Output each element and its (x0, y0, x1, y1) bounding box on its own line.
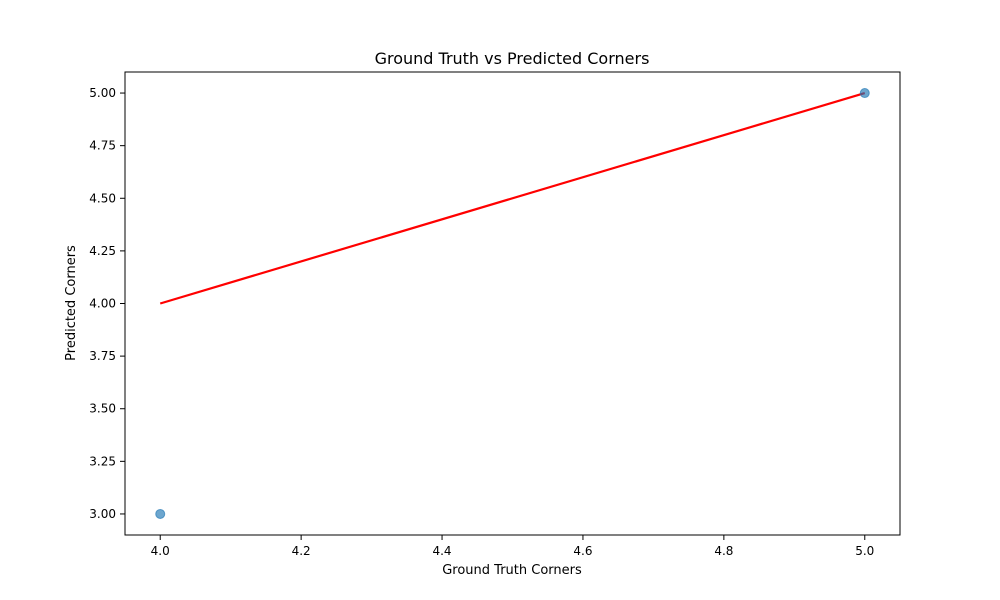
y-tick-label-0: 3.00 (89, 507, 116, 521)
reference-line (159, 91, 866, 305)
x-axis: 4.0 4.2 4.4 4.6 4.8 5.0 (151, 535, 874, 558)
y-tick-label-6: 4.50 (89, 191, 116, 205)
x-tick-label-3: 4.6 (573, 544, 592, 558)
y-tick-label-2: 3.50 (89, 402, 116, 416)
y-axis: 3.00 3.25 3.50 3.75 4.00 4.25 4.50 4.75 5.00 (89, 86, 125, 521)
x-tick-label-4: 4.8 (714, 544, 733, 558)
x-tick-label-2: 4.4 (432, 544, 451, 558)
y-tick-label-4: 4.00 (89, 297, 116, 311)
scatter-point-1 (859, 88, 870, 99)
x-tick-label-1: 4.2 (292, 544, 311, 558)
y-tick-label-8: 5.00 (89, 86, 116, 100)
y-tick-label-5: 4.25 (89, 244, 116, 258)
x-axis-label: Ground Truth Corners (442, 563, 582, 578)
chart-title: Ground Truth vs Predicted Corners (375, 49, 650, 68)
plot-frame (124, 71, 901, 536)
x-tick-label-0: 4.0 (151, 544, 170, 558)
x-tick-label-5: 5.0 (855, 544, 874, 558)
plot-area (124, 71, 901, 536)
y-axis-label: Predicted Corners (64, 245, 79, 361)
y-tick-label-3: 3.75 (89, 349, 116, 363)
y-tick-label-1: 3.25 (89, 454, 116, 468)
scatter-point-0 (155, 508, 166, 519)
y-tick-label-7: 4.75 (89, 139, 116, 153)
